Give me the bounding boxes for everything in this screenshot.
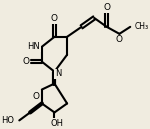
Text: O: O xyxy=(33,92,40,101)
Text: CH₃: CH₃ xyxy=(135,22,149,31)
Text: O: O xyxy=(103,3,110,13)
Text: HO: HO xyxy=(1,116,14,125)
Text: N: N xyxy=(55,69,61,78)
Text: OH: OH xyxy=(51,119,64,128)
Text: O: O xyxy=(116,35,123,44)
Text: O: O xyxy=(22,57,29,66)
Text: HN: HN xyxy=(27,42,40,51)
Text: O: O xyxy=(51,14,58,23)
